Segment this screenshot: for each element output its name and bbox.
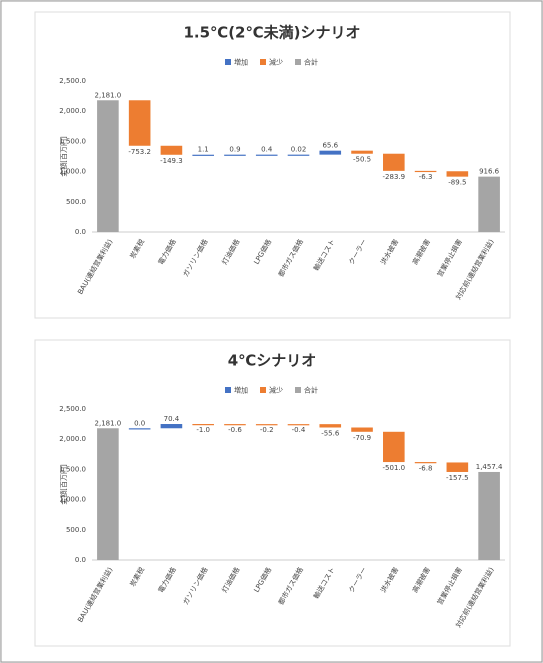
data-label: -753.2 <box>128 148 151 156</box>
data-label: 2,181.0 <box>95 91 122 99</box>
data-label: -6.3 <box>419 173 433 181</box>
y-tick-label: 1,000.0 <box>59 168 86 176</box>
y-tick-label: 500.0 <box>66 198 86 206</box>
y-tick-label: 2,000.0 <box>59 107 86 115</box>
bar <box>351 427 373 432</box>
y-tick-label: 1,500.0 <box>59 137 86 145</box>
bar <box>224 424 246 426</box>
bar <box>255 154 278 156</box>
bar <box>414 170 437 173</box>
bar <box>287 154 310 156</box>
bar <box>319 424 342 428</box>
data-label: 916.6 <box>479 168 500 176</box>
legend-label: 増加 <box>234 58 248 67</box>
bar <box>128 100 151 146</box>
data-label: -0.4 <box>292 426 306 434</box>
legend-swatch <box>225 59 231 65</box>
data-label: -0.2 <box>260 426 274 434</box>
data-label: 0.4 <box>261 146 273 154</box>
legend-label: 増加 <box>234 386 248 395</box>
legend-label: 減少 <box>269 386 283 395</box>
y-tick-label: 1,000.0 <box>59 496 86 504</box>
data-label: 1.1 <box>198 146 209 154</box>
bar <box>446 171 469 177</box>
bar <box>351 150 373 154</box>
bar <box>383 431 405 463</box>
y-tick-label: 1,500.0 <box>59 465 86 473</box>
legend-swatch <box>260 59 266 65</box>
data-label: -55.6 <box>321 430 340 438</box>
bar <box>287 424 310 426</box>
legend-label: 合計 <box>304 386 318 395</box>
data-label: -89.5 <box>448 179 466 187</box>
data-label: -6.8 <box>419 464 433 472</box>
bar <box>224 154 246 156</box>
bar <box>160 145 183 155</box>
data-label: 0.9 <box>229 146 240 154</box>
bar <box>192 424 214 426</box>
data-label: -1.0 <box>196 426 210 434</box>
y-tick-label: 2,500.0 <box>59 405 86 413</box>
data-label: 2,181.0 <box>95 419 122 427</box>
data-label: -70.9 <box>353 434 371 442</box>
y-tick-label: 0.0 <box>75 228 86 236</box>
bar <box>414 462 437 464</box>
data-label: 0.02 <box>291 146 307 154</box>
legend-swatch <box>295 59 301 65</box>
data-label: -50.5 <box>353 156 371 164</box>
bar <box>97 428 119 560</box>
data-label: -283.9 <box>383 173 406 181</box>
bar <box>128 428 151 430</box>
data-label: 65.6 <box>322 142 338 150</box>
chart-title: 1.5℃(2℃未満)シナリオ <box>183 24 360 42</box>
legend-label: 減少 <box>269 58 283 67</box>
data-label: -0.6 <box>228 426 242 434</box>
chart-title: 4℃シナリオ <box>228 352 317 370</box>
y-tick-label: 2,000.0 <box>59 435 86 443</box>
data-label: -501.0 <box>383 464 406 472</box>
data-label: -157.5 <box>446 474 469 482</box>
bar <box>97 100 119 232</box>
bar <box>383 153 405 171</box>
data-label: -149.3 <box>160 157 183 165</box>
legend-swatch <box>260 387 266 393</box>
bar <box>319 150 342 155</box>
y-tick-label: 2,500.0 <box>59 77 86 85</box>
legend-swatch <box>225 387 231 393</box>
bar <box>478 471 500 560</box>
y-tick-label: 500.0 <box>66 526 86 534</box>
y-axis-label: 金額[百万円] <box>59 464 68 505</box>
bar <box>446 462 469 472</box>
y-axis-label: 金額[百万円] <box>59 136 68 177</box>
bar <box>478 176 500 232</box>
data-label: 0.0 <box>134 419 145 427</box>
bar <box>160 424 183 429</box>
bar <box>192 154 214 156</box>
bar <box>255 424 278 426</box>
data-label: 1,457.4 <box>476 463 503 471</box>
legend-label: 合計 <box>304 58 318 67</box>
data-label: 70.4 <box>164 415 180 423</box>
y-tick-label: 0.0 <box>75 556 86 564</box>
legend-swatch <box>295 387 301 393</box>
